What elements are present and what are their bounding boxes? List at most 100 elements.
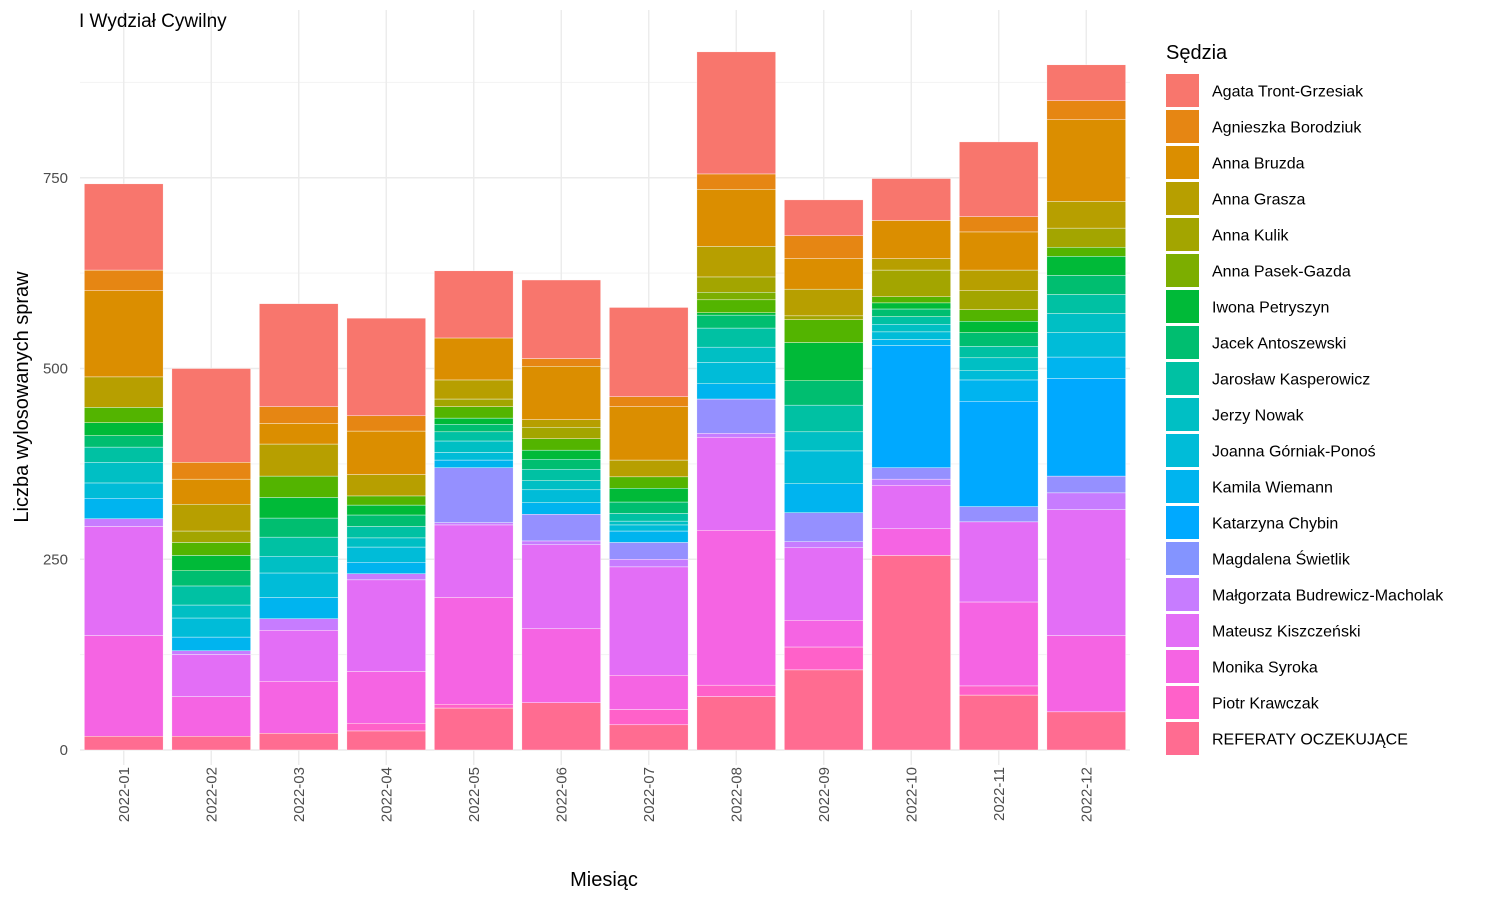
bar-segment (959, 401, 1039, 507)
bar-segment (521, 449, 601, 460)
bar-segment (696, 696, 776, 751)
bar-segment (521, 427, 601, 439)
bar-segment (171, 504, 251, 532)
legend-label: Jarosław Kasperowicz (1212, 372, 1370, 389)
bar-segment (434, 379, 514, 400)
bar-segment (259, 618, 339, 631)
bar-segment (84, 407, 164, 423)
bar-segment (434, 522, 514, 526)
bar-segment (521, 489, 601, 503)
x-tick-label: 2022-09 (816, 767, 833, 822)
bar-segment (259, 630, 339, 682)
bar-segment (959, 370, 1039, 381)
bar-segment (696, 312, 776, 316)
bar-segment (521, 279, 601, 359)
legend-label: Agnieszka Borodziuk (1212, 120, 1362, 137)
legend-key (1166, 686, 1199, 719)
bar-segment (171, 368, 251, 463)
bar-segment (871, 258, 951, 271)
bar-segment (609, 307, 689, 397)
bar-segment (696, 684, 776, 697)
bar-segment (784, 646, 864, 671)
legend-label: Anna Pasek-Gazda (1212, 264, 1351, 281)
x-tick-label: 2022-07 (641, 767, 658, 822)
bar-segment (959, 506, 1039, 523)
bar-segment (521, 502, 601, 515)
bar-segment (346, 495, 426, 506)
bar-segment (784, 315, 864, 320)
bar-segment (959, 694, 1039, 751)
bar-segment (871, 178, 951, 221)
bar-segment (521, 628, 601, 703)
bar-segment (696, 436, 776, 531)
bar-segment (784, 319, 864, 343)
bar-segment (434, 398, 514, 407)
bar-segment (609, 501, 689, 514)
legend-key (1166, 650, 1199, 683)
bar-segment (959, 141, 1039, 217)
bar-segment (784, 669, 864, 751)
bar-segment (521, 459, 601, 470)
bar-segment (346, 430, 426, 475)
bar-segment (346, 415, 426, 432)
legend-key (1166, 110, 1199, 143)
bar-segment (84, 736, 164, 751)
legend-label: Agata Tront-Grzesiak (1212, 84, 1364, 101)
legend-label: Monika Syroka (1212, 660, 1318, 677)
legend-key (1166, 326, 1199, 359)
legend-key (1166, 542, 1199, 575)
bar-segment (84, 269, 164, 291)
bar-segment (1046, 492, 1126, 510)
x-tick-label: 2022-10 (903, 767, 920, 822)
legend-label: Jerzy Nowak (1212, 408, 1305, 425)
bar-segment (696, 314, 776, 329)
bar-segment (696, 188, 776, 247)
bar-segment (959, 332, 1039, 347)
bar-segment (171, 585, 251, 606)
bar-segment (609, 709, 689, 726)
bar-segment (84, 183, 164, 271)
bar-segment (171, 736, 251, 751)
bar-segment (609, 476, 689, 489)
bar-segment (784, 288, 864, 317)
x-axis-title: Miesiąc (570, 869, 638, 891)
bar-segment (784, 620, 864, 648)
bar-segment (1046, 475, 1126, 494)
bar-segment (259, 406, 339, 424)
bar-segment (959, 269, 1039, 291)
bar-segment (959, 521, 1039, 603)
x-tick-label: 2022-01 (116, 767, 133, 822)
bar-segment (521, 514, 601, 542)
bar-segment (959, 309, 1039, 322)
legend-key (1166, 362, 1199, 395)
legend-key (1166, 578, 1199, 611)
bar-segment (871, 331, 951, 340)
bar-segment (259, 443, 339, 477)
bar-segment (609, 520, 689, 526)
bar-segment (171, 542, 251, 556)
bar-segment (84, 462, 164, 484)
y-tick-label: 0 (60, 742, 68, 759)
bar-segment (171, 462, 251, 480)
bar-segment (1046, 313, 1126, 333)
legend-label: Joanna Górniak-Ponoś (1212, 444, 1376, 461)
bar-segment (784, 258, 864, 290)
bar-segment (871, 308, 951, 317)
bar-segment (609, 459, 689, 478)
bar-segment (521, 702, 601, 751)
bar-segment (609, 406, 689, 461)
legend-key (1166, 722, 1199, 755)
bar-segment (521, 544, 601, 629)
bar-segment (609, 675, 689, 710)
bar-segment (521, 480, 601, 491)
bar-segment (434, 417, 514, 425)
legend-label: Małgorzata Budrewicz-Macholak (1212, 588, 1444, 605)
bar-segment (346, 546, 426, 563)
legend-key (1166, 290, 1199, 323)
bar-segment (171, 636, 251, 652)
legend-key (1166, 146, 1199, 179)
bar-segment (959, 357, 1039, 371)
legend-label: Magdalena Świetlik (1212, 550, 1351, 569)
bar-segment (346, 514, 426, 527)
bar-segment (84, 376, 164, 408)
